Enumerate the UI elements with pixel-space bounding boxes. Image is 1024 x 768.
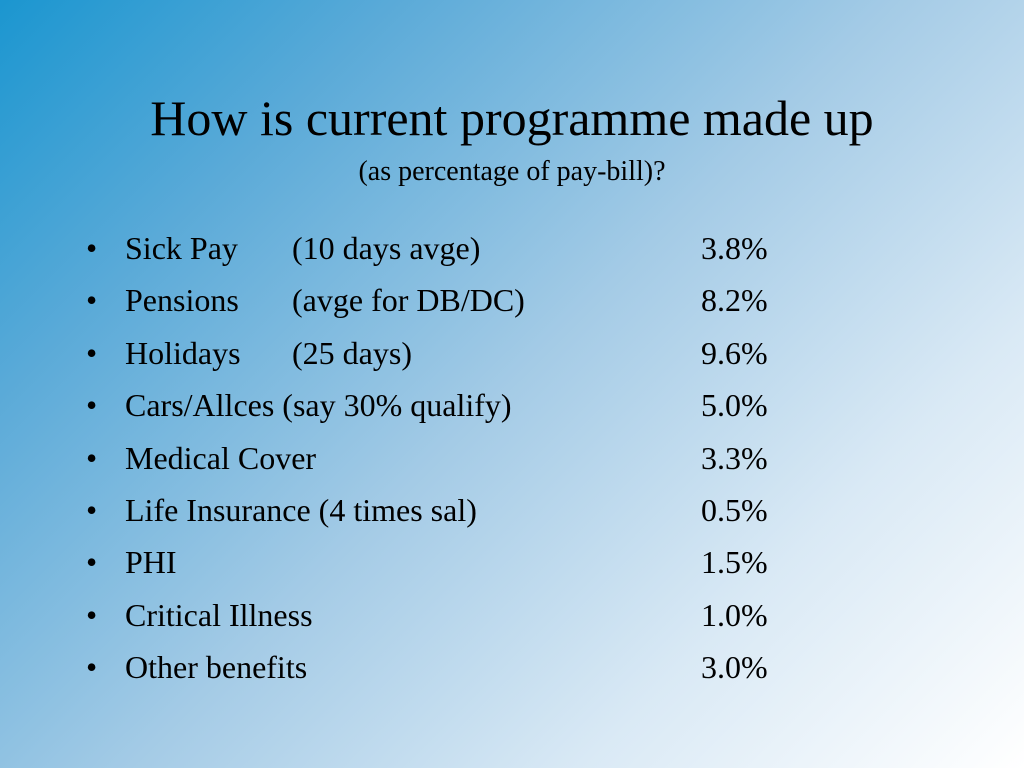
item-value: 1.5% <box>701 544 768 581</box>
item-label: Medical Cover <box>125 439 317 476</box>
item-label: Holidays <box>125 334 241 371</box>
bullet-icon: • <box>86 544 98 581</box>
bullet-icon: • <box>86 649 98 686</box>
item-label: PHI <box>125 544 177 581</box>
item-label: Critical Illness <box>125 596 313 633</box>
item-value: 0.5% <box>701 491 768 528</box>
bullet-icon: • <box>86 439 98 476</box>
item-label: Life Insurance (4 times sal) <box>125 491 477 528</box>
item-label: Pensions <box>125 282 239 319</box>
item-value: 5.0% <box>701 387 768 424</box>
list-item: • Cars/Allces (say 30% qualify) 5.0% <box>86 381 806 433</box>
item-label: Cars/Allces (say 30% qualify) <box>125 387 512 424</box>
item-detail: (25 days) <box>292 334 412 371</box>
item-detail: (avge for DB/DC) <box>292 282 525 319</box>
item-value: 3.8% <box>701 230 768 266</box>
bullet-icon: • <box>86 387 98 424</box>
item-value: 1.0% <box>701 596 768 633</box>
list-item: • Medical Cover 3.3% <box>86 434 806 486</box>
bullet-icon: • <box>86 596 98 633</box>
item-value: 3.0% <box>701 649 768 686</box>
bullet-icon: • <box>86 282 98 319</box>
list-item: • Holidays (25 days) 9.6% <box>86 329 806 381</box>
list-item: • Critical Illness 1.0% <box>86 591 806 643</box>
list-item: • PHI 1.5% <box>86 538 806 590</box>
item-value: 3.3% <box>701 439 768 476</box>
item-detail: (10 days avge) <box>292 230 481 266</box>
list-item: • Pensions (avge for DB/DC) 8.2% <box>86 276 806 328</box>
list-item: • Sick Pay (10 days avge) 3.8% <box>86 224 806 276</box>
item-label: Other benefits <box>125 649 308 686</box>
bullet-icon: • <box>86 334 98 371</box>
benefits-list: • Sick Pay (10 days avge) 3.8% • Pension… <box>86 224 806 696</box>
slide-subtitle: (as percentage of pay-bill)? <box>358 156 666 187</box>
list-item: • Other benefits 3.0% <box>86 643 806 695</box>
list-item: • Life Insurance (4 times sal) 0.5% <box>86 486 806 538</box>
bullet-icon: • <box>86 230 98 266</box>
item-value: 9.6% <box>701 334 768 371</box>
slide-title: How is current programme made up <box>150 90 874 146</box>
item-label: Sick Pay <box>125 230 238 266</box>
bullet-icon: • <box>86 491 98 528</box>
item-value: 8.2% <box>701 282 768 319</box>
